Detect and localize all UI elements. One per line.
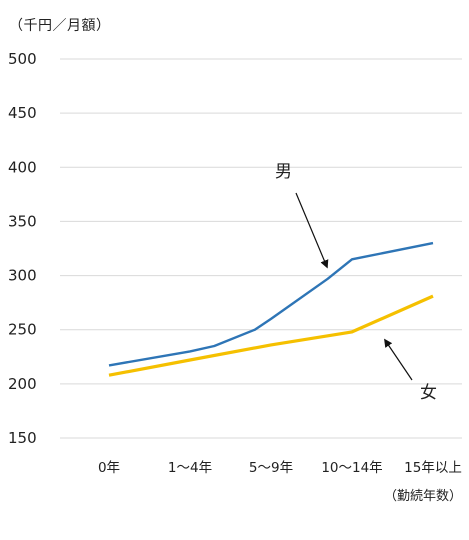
x-axis-ticks: 0年 1～4年 5～9年 10～14年 15年以上 bbox=[98, 460, 462, 476]
x-tick-label: 1～4年 bbox=[168, 460, 212, 476]
unit-label: （千円／月額） bbox=[9, 18, 111, 34]
y-tick-label: 150 bbox=[8, 429, 37, 447]
y-tick-label: 300 bbox=[8, 267, 37, 285]
series-line-male bbox=[108, 241, 434, 367]
series-label-male: 男 bbox=[275, 162, 292, 182]
series-line-female bbox=[108, 294, 434, 377]
series-lines bbox=[108, 241, 434, 377]
x-tick-label: 15年以上 bbox=[404, 460, 462, 476]
x-tick-label: 5～9年 bbox=[249, 460, 293, 476]
y-tick-label: 450 bbox=[8, 104, 37, 122]
y-tick-label: 200 bbox=[8, 375, 37, 393]
x-tick-label: 0年 bbox=[98, 460, 120, 476]
y-axis-ticks: 150 200 250 300 350 400 450 500 bbox=[8, 50, 37, 447]
x-axis-label: （勤続年数） bbox=[384, 489, 463, 504]
annotations: 男女 bbox=[275, 162, 437, 403]
arrow-male bbox=[295, 192, 329, 269]
series-label-female: 女 bbox=[420, 383, 437, 403]
y-tick-label: 500 bbox=[8, 50, 37, 68]
arrow-female bbox=[384, 338, 413, 381]
y-tick-label: 350 bbox=[8, 212, 37, 230]
y-tick-label: 400 bbox=[8, 158, 37, 176]
y-tick-label: 250 bbox=[8, 321, 37, 339]
gridlines bbox=[60, 58, 462, 439]
x-tick-label: 10～14年 bbox=[321, 460, 382, 476]
